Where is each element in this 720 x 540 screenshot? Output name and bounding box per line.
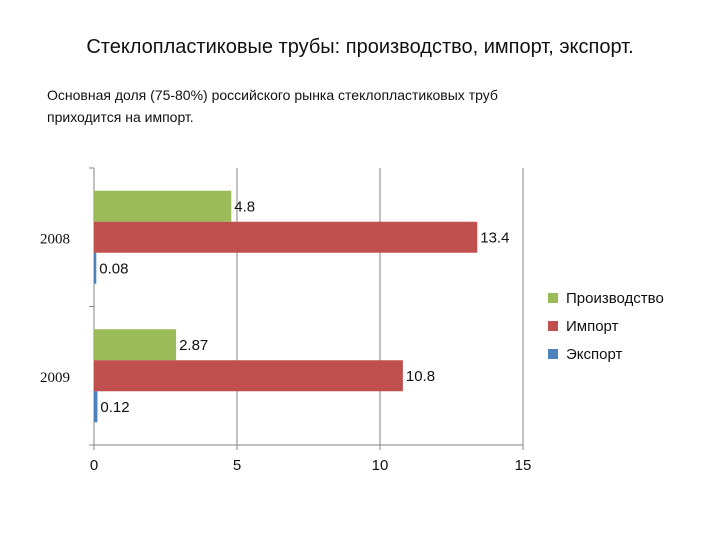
category-label: 2008 <box>40 231 70 247</box>
bar <box>94 252 97 284</box>
data-label: 0.12 <box>100 399 129 416</box>
legend-label: Импорт <box>566 317 619 335</box>
legend-label: Экспорт <box>566 345 623 363</box>
x-tick-label: 5 <box>233 457 241 474</box>
x-tick-label: 10 <box>372 457 389 474</box>
category-label: 2009 <box>40 370 70 386</box>
legend-swatch <box>548 293 558 303</box>
bar <box>94 190 232 222</box>
legend-label: Производство <box>566 289 664 307</box>
x-tick-label: 15 <box>515 457 532 474</box>
bar <box>94 221 478 253</box>
legend-item: Импорт <box>548 312 664 340</box>
x-tick-label: 0 <box>90 457 98 474</box>
bar <box>94 329 177 361</box>
legend-item: Экспорт <box>548 340 664 368</box>
data-label: 2.87 <box>179 337 208 354</box>
slide-subtitle: Основная доля (75-80%) российского рынка… <box>47 87 498 125</box>
data-label: 0.08 <box>99 260 128 277</box>
legend-swatch <box>548 321 558 331</box>
bar <box>94 360 403 392</box>
slide-title: Стеклопластиковые трубы: производство, и… <box>86 36 634 58</box>
data-label: 13.4 <box>480 229 509 246</box>
data-label: 4.8 <box>234 198 255 215</box>
bar <box>94 391 98 423</box>
chart-legend: Производство Импорт Экспорт <box>548 284 664 368</box>
legend-swatch <box>548 349 558 359</box>
data-label: 10.8 <box>406 368 435 385</box>
legend-item: Производство <box>548 284 664 312</box>
